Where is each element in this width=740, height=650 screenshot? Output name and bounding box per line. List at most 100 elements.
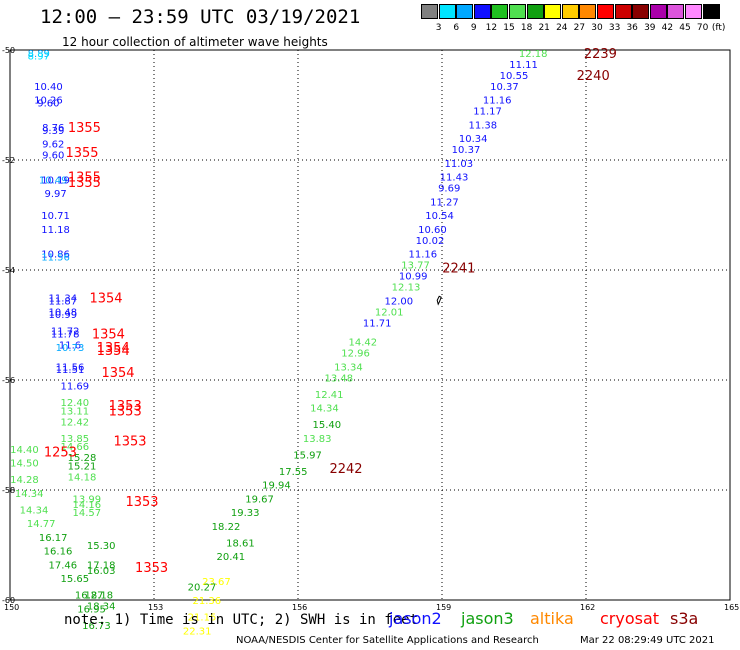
wave-height-value: 10.48 — [48, 307, 77, 318]
wave-height-value: 10.37 — [452, 145, 481, 156]
wave-height-value: 10.73 — [56, 343, 85, 354]
legend-tick-label: 15 — [503, 23, 515, 33]
legend-tick-label: 12 — [485, 23, 498, 33]
legend-tick-label: 3 — [435, 23, 442, 33]
pass-time-label: 1353 — [135, 561, 168, 576]
wave-height-value: 10.99 — [399, 272, 428, 283]
legend-swatch — [632, 4, 650, 19]
pass-time-label: 1353 — [125, 495, 158, 510]
legend-tick-label: 70 — [696, 23, 709, 33]
wave-height-value: 10.40 — [34, 82, 63, 93]
wave-height-value: 11.56 — [56, 362, 85, 373]
wave-height-value: 14.40 — [10, 445, 39, 456]
wave-height-value: 9.60 — [42, 151, 64, 162]
wave-height-value: 12.40 — [60, 398, 89, 409]
wave-height-value: 10.86 — [41, 250, 70, 261]
legend-swatch — [597, 4, 614, 19]
wave-height-value: 13.11 — [60, 406, 89, 417]
wave-height-value: 16.16 — [44, 547, 73, 558]
wave-height-value: 13.48 — [324, 373, 353, 384]
lon-tick-label: 165 — [724, 603, 739, 612]
wave-height-value: 11.27 — [430, 197, 459, 208]
legend-swatch — [561, 4, 579, 19]
legend-tick-label: 27 — [573, 23, 586, 33]
legend-swatch — [685, 4, 702, 19]
wave-height-value: 14.50 — [10, 459, 39, 470]
legend-swatch — [473, 4, 491, 19]
wave-height-value: 13.85 — [60, 434, 89, 445]
wave-height-value: 11.18 — [41, 225, 70, 236]
legend-tick-label: 21 — [538, 23, 550, 33]
wave-height-value: 11.03 — [444, 159, 473, 170]
wave-height-value: 8.97 — [28, 52, 50, 63]
pass-time-label: 1354 — [89, 292, 122, 307]
wave-height-value: 11.38 — [468, 120, 497, 131]
pass-time-label: 1355 — [68, 176, 101, 191]
wave-height-value: 16.73 — [82, 621, 111, 632]
wave-height-value: 14.42 — [348, 338, 377, 349]
wave-height-value: 12.96 — [341, 349, 370, 360]
wave-height-value: 10.34 — [459, 134, 488, 145]
wave-height-value: 15.65 — [60, 574, 89, 585]
wave-height-value: 23.67 — [202, 577, 231, 588]
wave-height-value: 10.60 — [418, 225, 447, 236]
legend-swatch — [438, 4, 456, 19]
wave-height-value: 10.26 — [34, 96, 63, 107]
lat-tick-label: -50 — [2, 46, 15, 55]
lon-tick-label: 150 — [4, 603, 19, 612]
wave-height-value: 11.56 — [41, 252, 70, 263]
wave-height-value: 12.42 — [60, 417, 89, 428]
wave-height-value: 11.34 — [48, 294, 77, 305]
wave-height-value: 15.97 — [293, 450, 322, 461]
pass-time-label: 2239 — [584, 47, 617, 62]
wave-height-value: 10.49 — [39, 175, 68, 186]
pass-time-label: 1253 — [44, 446, 77, 461]
wave-height-value: 18.61 — [226, 538, 255, 549]
lat-tick-label: -56 — [2, 376, 15, 385]
pass-time-label: 2240 — [577, 69, 610, 84]
legend-swatch — [579, 4, 597, 19]
footer-note: note: 1) Time is in UTC; 2) SWH is in fe… — [64, 612, 419, 628]
wave-height-value: 20.27 — [188, 582, 217, 593]
wave-height-value: 11.43 — [440, 173, 469, 184]
wave-height-value: 10.71 — [41, 211, 70, 222]
wave-height-value: 14.34 — [15, 489, 44, 500]
wave-height-value: 17.18 — [87, 560, 116, 571]
wave-height-value: 16.17 — [39, 533, 68, 544]
legend-tick-label: 33 — [608, 23, 621, 33]
wave-height-value: 14.28 — [10, 475, 39, 486]
wave-height-value: 11.16 — [408, 250, 437, 261]
legend-unit: (ft) — [711, 23, 726, 33]
legend-tick-label: 9 — [470, 23, 477, 33]
wave-height-value: 18.34 — [87, 602, 116, 613]
legend-swatch — [667, 4, 685, 19]
wave-height-value: 11.17 — [473, 107, 502, 118]
wave-height-value: 8.89 — [28, 49, 50, 60]
wave-height-value: 14.34 — [310, 404, 339, 415]
wave-height-value: 22.31 — [183, 626, 212, 637]
wave-height-value: 9.62 — [42, 140, 64, 151]
wave-height-value: 12.18 — [519, 49, 548, 60]
wave-height-value: 11.72 — [51, 327, 80, 338]
wave-height-value: 10.37 — [490, 82, 519, 93]
wave-height-value: 11.71 — [363, 318, 392, 329]
credit-line: NOAA/NESDIS Center for Satellite Applica… — [236, 635, 539, 646]
wave-height-value: 17.46 — [48, 560, 77, 571]
legend-swatch — [526, 4, 544, 19]
pass-time-label: 1354 — [92, 327, 125, 342]
wave-height-value: 9.39 — [42, 126, 64, 137]
wave-height-value: 11.87 — [48, 296, 77, 307]
legend-swatch — [421, 4, 438, 19]
legend-swatch — [649, 4, 667, 19]
pass-time-label: 1353 — [109, 399, 142, 414]
lon-tick-label: 156 — [292, 603, 307, 612]
lon-tick-label: 159 — [436, 603, 451, 612]
legend-satellite-altika: altika — [530, 609, 574, 628]
wave-height-value: 10.99 — [48, 310, 77, 321]
timestamp: Mar 22 08:29:49 UTC 2021 — [580, 635, 715, 646]
wave-height-value: 21.36 — [192, 596, 221, 607]
wave-height-value: 14.66 — [60, 442, 89, 453]
wave-height-value: 10.02 — [416, 236, 445, 247]
legend-swatch — [456, 4, 474, 19]
